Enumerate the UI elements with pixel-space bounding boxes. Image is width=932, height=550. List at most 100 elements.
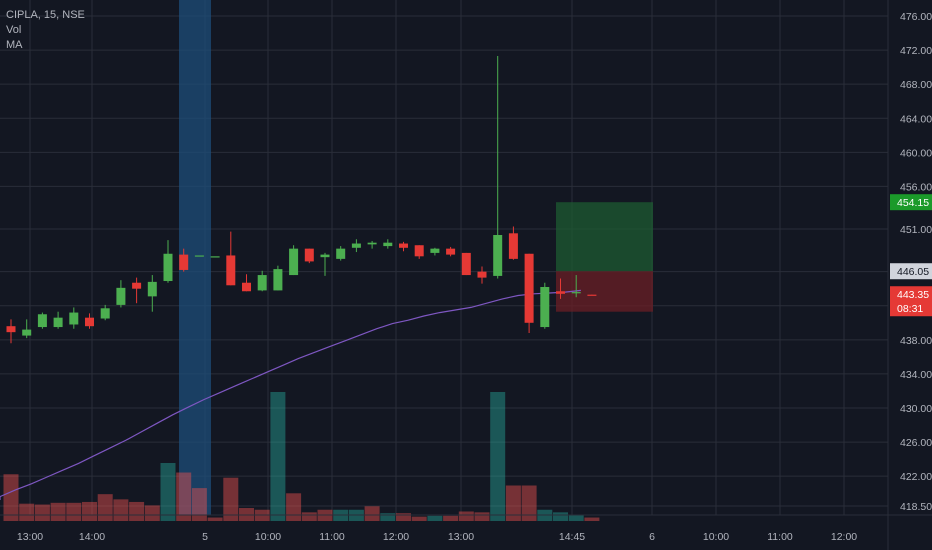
candle-body <box>587 294 597 296</box>
bar-countdown-label: 08:31 <box>897 303 923 315</box>
candle-body <box>53 317 63 328</box>
target-price-badge-bg <box>890 194 932 211</box>
volume-bar <box>474 512 490 521</box>
volume-bar <box>427 515 443 521</box>
candle-body <box>194 255 204 257</box>
volume-bar <box>584 517 600 521</box>
time-tick-label: 13:00 <box>448 531 474 543</box>
candle-body <box>414 245 424 257</box>
target-price-badge: 454.15 <box>897 197 929 209</box>
time-tick-label: 12:00 <box>831 531 857 543</box>
volume-bar <box>490 392 506 521</box>
volume-bar <box>191 488 207 521</box>
volume-bar <box>82 501 97 521</box>
last-price-badge: 443.35 <box>897 289 929 301</box>
volume-indicator-label[interactable]: Vol <box>6 24 22 36</box>
volume-bar <box>270 392 286 521</box>
candle-body <box>540 286 550 328</box>
price-tick-label: 451.00 <box>900 224 932 236</box>
candle-body <box>257 275 267 291</box>
price-tick-label: 460.00 <box>900 147 932 159</box>
price-tick-label: 430.00 <box>900 403 932 415</box>
candle-body <box>524 253 534 323</box>
volume-bar <box>34 504 50 521</box>
price-tick-label: 476.00 <box>900 11 932 23</box>
candle-body <box>571 292 581 294</box>
price-tick-label: 468.00 <box>900 79 932 91</box>
time-tick-label: 14:00 <box>79 531 105 543</box>
volume-bar <box>301 512 317 521</box>
candle-body <box>6 326 16 333</box>
volume-bar <box>19 503 35 521</box>
time-tick-label: 13:00 <box>17 531 43 543</box>
candle-body <box>132 282 142 289</box>
ma-indicator-label[interactable]: MA <box>6 39 23 51</box>
candle-body <box>226 255 236 286</box>
candle-body <box>556 291 565 294</box>
candle-body <box>273 269 283 291</box>
candle-body <box>336 248 346 259</box>
price-tick-label: 456.00 <box>900 181 932 193</box>
time-tick-label: 12:00 <box>383 531 409 543</box>
volume-bar <box>50 502 66 521</box>
time-tick-label: 6 <box>649 531 655 543</box>
volume-bar <box>3 474 19 521</box>
volume-bar <box>521 485 537 521</box>
candle-body <box>304 248 314 262</box>
volume-bar <box>129 501 145 521</box>
time-tick-label: 10:00 <box>255 531 281 543</box>
entry-price-badge-bg <box>890 263 932 280</box>
price-tick-label: 422.00 <box>900 471 932 483</box>
volume-bar <box>207 517 223 521</box>
symbol-title[interactable]: CIPLA, 15, NSE <box>6 9 85 21</box>
position-profit-zone <box>556 202 653 272</box>
candle-body <box>289 248 299 276</box>
price-tick-label: 418.50 <box>900 501 932 513</box>
moving-average-line <box>0 289 581 500</box>
volume-bar <box>458 511 474 521</box>
candle-body <box>210 256 220 258</box>
candle-body <box>163 253 173 282</box>
candle-body <box>69 312 79 325</box>
candle-body <box>179 254 189 270</box>
price-tick-label: 464.00 <box>900 113 932 125</box>
candle-body <box>493 235 503 276</box>
last-price-badge-bg <box>890 286 932 317</box>
candle-body <box>399 243 408 248</box>
price-tick-label: 434.00 <box>900 369 932 381</box>
volume-bar <box>505 485 521 521</box>
time-tick-label: 11:00 <box>319 531 345 543</box>
volume-bar <box>113 499 129 521</box>
price-tick-label: 472.00 <box>900 45 932 57</box>
candle-body <box>100 308 110 319</box>
candle-body <box>22 329 32 336</box>
price-tick-label: 426.00 <box>900 437 932 449</box>
volume-bar <box>553 512 568 521</box>
time-tick-label: 14:45 <box>559 531 585 543</box>
volume-bar <box>364 506 380 521</box>
volume-bar <box>443 515 459 521</box>
candle-body <box>367 242 377 245</box>
candle-body <box>242 282 251 292</box>
candle-body <box>320 254 330 258</box>
time-tick-label: 10:00 <box>703 531 729 543</box>
entry-price-badge: 446.05 <box>897 266 929 278</box>
volume-bar <box>144 505 160 521</box>
volume-bar <box>286 493 302 521</box>
time-tick-label: 11:00 <box>767 531 793 543</box>
volume-bar <box>97 494 113 521</box>
volume-bar <box>160 462 176 521</box>
price-tick-label: 438.00 <box>900 335 932 347</box>
candle-body <box>508 233 518 259</box>
candle-body <box>351 243 361 248</box>
candle-body <box>37 314 47 328</box>
chart-legend: CIPLA, 15, NSE Vol MA <box>6 8 85 53</box>
time-tick-label: 5 <box>202 531 208 543</box>
candle-body <box>446 248 456 255</box>
volume-bar <box>66 502 82 521</box>
candle-body <box>461 252 471 276</box>
volume-bar <box>396 513 411 521</box>
candle-body <box>147 281 157 297</box>
volume-bar <box>380 513 396 521</box>
